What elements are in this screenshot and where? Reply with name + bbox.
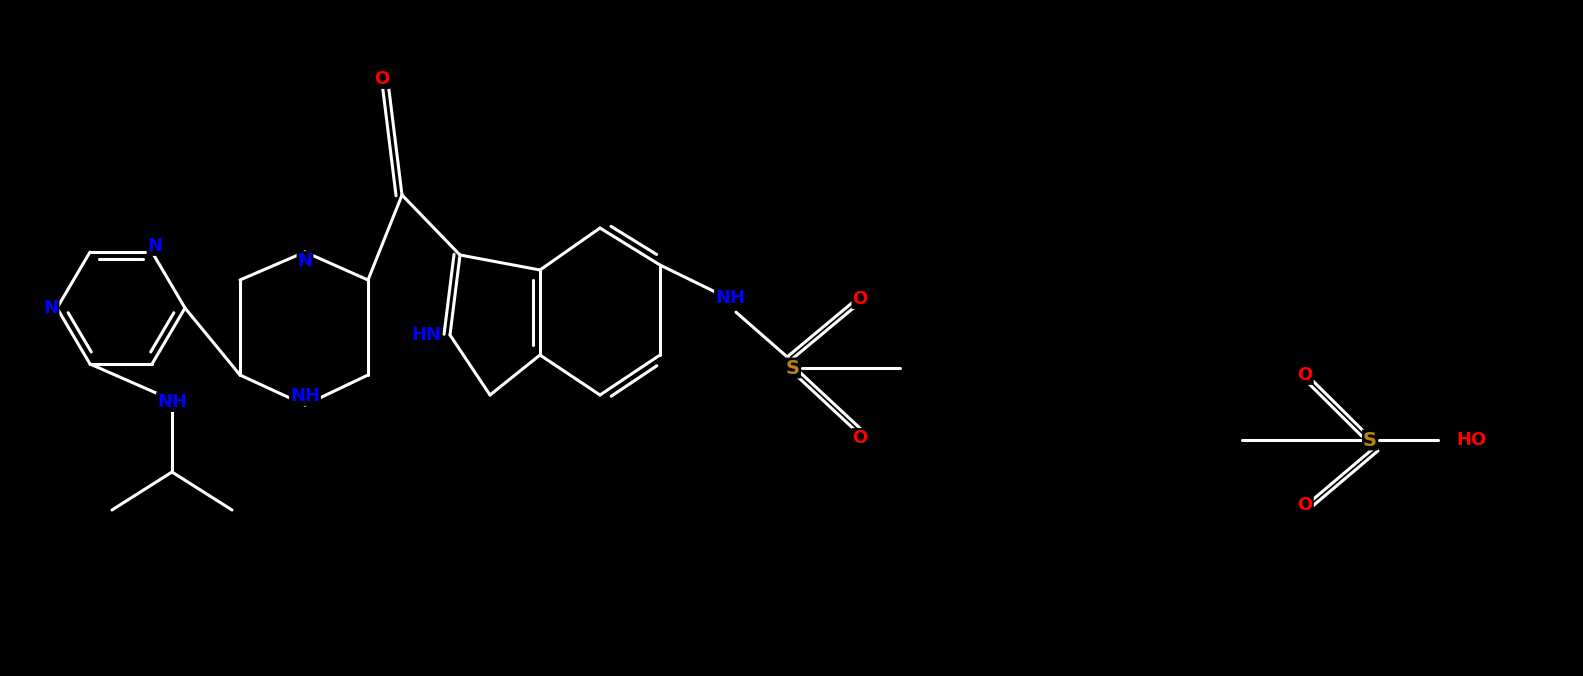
Text: O: O <box>1298 366 1312 384</box>
Text: S: S <box>787 358 799 377</box>
Text: HN: HN <box>412 326 442 344</box>
Text: NH: NH <box>716 289 746 307</box>
Text: S: S <box>1363 431 1377 450</box>
Text: N: N <box>298 252 312 270</box>
Text: O: O <box>852 290 867 308</box>
Text: O: O <box>1298 496 1312 514</box>
Text: O: O <box>852 429 867 447</box>
Text: O: O <box>374 70 389 88</box>
Text: HO: HO <box>1456 431 1486 449</box>
Text: NH: NH <box>157 393 187 411</box>
Text: N: N <box>43 299 59 317</box>
Text: NH: NH <box>290 387 320 405</box>
Text: N: N <box>147 237 163 255</box>
